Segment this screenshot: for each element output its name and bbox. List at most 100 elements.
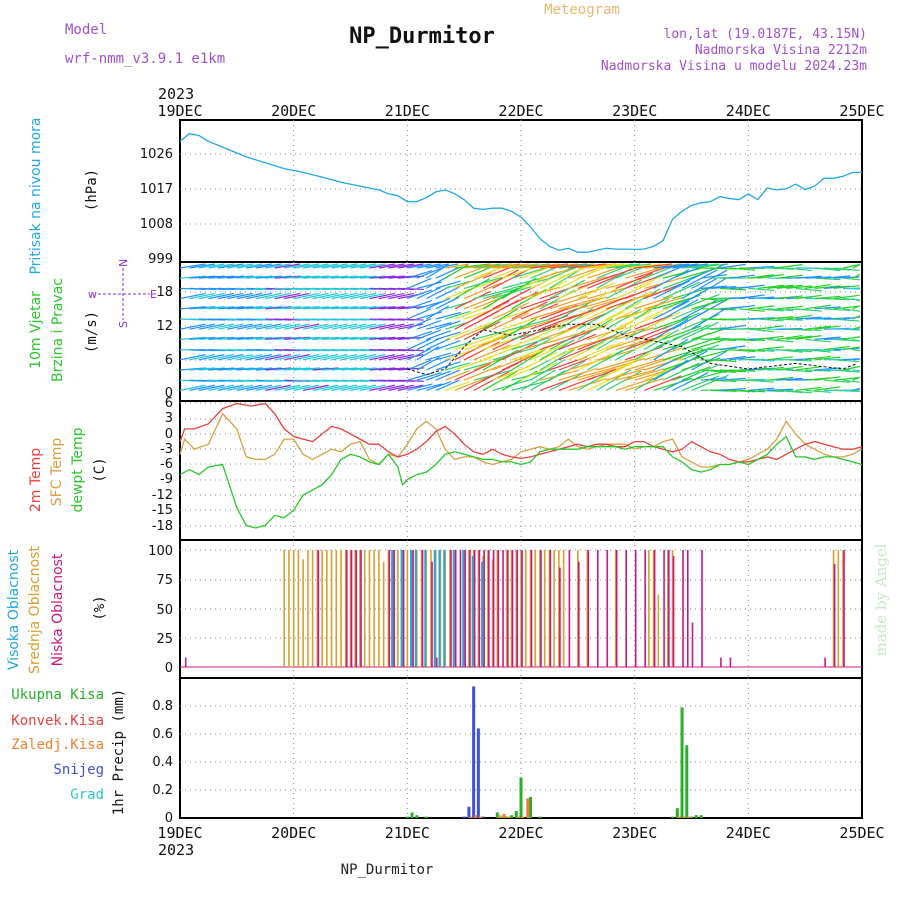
wind-arrow [596, 362, 634, 381]
wind-arrow [274, 275, 301, 279]
model-altitude-label: Nadmorska Visina u modelu 2024.23m [601, 59, 867, 74]
wind-arrow [454, 356, 493, 371]
wind-arrow [312, 336, 339, 340]
wind-arrow [198, 275, 225, 279]
wind-arrow [605, 279, 642, 300]
wind-arrow [653, 377, 692, 391]
wind-compass: w E N S [88, 259, 157, 328]
wind-arrow [407, 263, 432, 269]
wind-arrow [549, 295, 588, 310]
wind-arrow [662, 347, 702, 361]
wind-arrow [463, 305, 503, 320]
wind-arrow [482, 344, 521, 361]
legend-conv-precip: Konvek.Kisa [11, 713, 104, 729]
pressure-unit: (hPa) [84, 169, 100, 211]
wind-arrow [435, 280, 461, 289]
wind-arrow [397, 384, 424, 391]
wind-arrow [265, 292, 291, 300]
conv-precip-bar [502, 813, 506, 818]
wind-arrow [767, 267, 794, 270]
wind-arrow [606, 327, 645, 340]
wind-arrow [596, 328, 632, 351]
wind-unit: (m/s) [84, 311, 100, 353]
wind-arrow [179, 354, 206, 361]
wind-arrow [284, 367, 311, 371]
wind-arrow [435, 352, 461, 361]
precip-unit: 1hr Precip (mm) [111, 689, 127, 815]
wind-arrow [596, 369, 632, 391]
wind-arrow [511, 379, 551, 391]
sfc-temp-title: SFC Temp [49, 438, 65, 507]
wind-arrow [757, 318, 784, 322]
wind-arrow [710, 369, 737, 374]
wind-arrow [274, 263, 301, 269]
wind-arrow [435, 296, 460, 310]
wind-arrow [416, 267, 442, 279]
wind-arrow [700, 274, 727, 279]
wind-arrow [227, 336, 254, 340]
wind-arrow [511, 348, 546, 371]
wind-arrow [833, 285, 860, 289]
wind-arrow [824, 275, 851, 279]
wind-arrow [852, 369, 861, 372]
wind-arrow [842, 365, 861, 371]
wind-arrow [700, 285, 727, 289]
wind-arrow [359, 354, 386, 361]
wind-arrow [843, 287, 861, 290]
total-precip-bar [500, 816, 504, 818]
year-bottom: 2023 [158, 841, 194, 859]
wind-arrow [852, 349, 861, 352]
wind-arrow [795, 287, 822, 292]
wind-arrow [663, 263, 699, 269]
wind-arrow [388, 263, 414, 269]
wind-arrow [511, 318, 551, 330]
wind-arrow [824, 379, 851, 383]
wind-arrow [303, 336, 330, 340]
wind-arrow [549, 263, 588, 269]
wind-arrow [492, 263, 530, 269]
wind-arrow [530, 263, 569, 269]
wind-arrow [473, 288, 513, 300]
wind-arrow [227, 306, 254, 310]
wind-arrow [321, 263, 348, 269]
total-precip-bar [690, 816, 693, 818]
wind-arrow [738, 284, 765, 289]
wind-arrow [378, 336, 405, 340]
wind-arrow [786, 314, 813, 320]
wind-arrow [568, 263, 607, 269]
total-precip-bar [510, 815, 514, 818]
wind-arrow [198, 292, 225, 300]
wind-arrow [577, 263, 617, 269]
pressure-tick-label: 999 [148, 252, 173, 267]
time-axis-top: 19DEC 20DEC 21DEC 22DEC 23DEC 24DEC 25DEC [157, 102, 884, 120]
wind-arrow [179, 292, 206, 300]
legend-snow: Snijeg [53, 762, 104, 778]
wind-arrow [596, 358, 636, 371]
total-precip-bar [505, 816, 509, 818]
wind-arrow [255, 323, 282, 330]
wind-arrow [378, 306, 405, 310]
temp-tick-label: 6 [165, 396, 173, 411]
wind-arrow [852, 305, 861, 310]
wind-tick-label: 12 [156, 319, 173, 334]
wind-arrow [303, 306, 330, 310]
wind-arrow [776, 334, 803, 340]
wind-arrow [331, 323, 358, 330]
cloud-ticks: 100 75 50 25 0 [148, 544, 173, 676]
wind-arrow [776, 365, 803, 371]
temp-tick-label: -12 [152, 488, 173, 503]
wind-arrow [814, 306, 841, 310]
wind-arrow [227, 367, 254, 371]
wind-arrow [776, 377, 803, 381]
wind-arrow [795, 294, 822, 300]
wind-arrow [681, 364, 720, 381]
wind-arrow [852, 298, 861, 302]
wind-arrow [805, 304, 832, 310]
wind-arrow [596, 263, 634, 269]
time-axis-bottom: 19DEC 20DEC 21DEC 22DEC 23DEC 24DEC 25DEC [157, 824, 884, 842]
wind-arrow [767, 356, 794, 361]
model-name: wrf-nmm_v3.9.1 e1km [65, 51, 225, 67]
wind-arrow [217, 384, 244, 391]
wind-arrow [426, 352, 452, 361]
